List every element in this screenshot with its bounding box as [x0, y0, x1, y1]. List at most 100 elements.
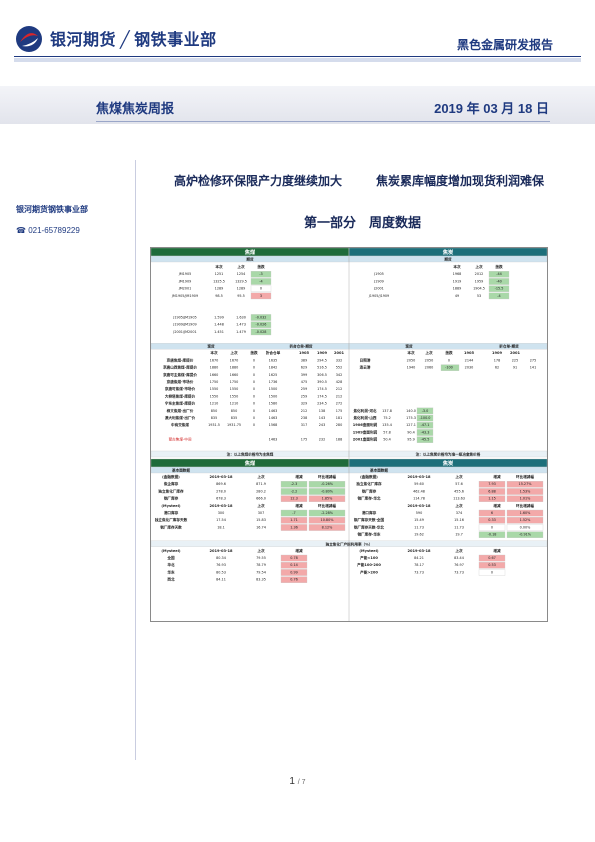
table-cell-text: 78.79	[256, 563, 266, 567]
table-cell-text: 278.0	[216, 489, 226, 493]
change-cell	[280, 569, 308, 576]
table-cell-text: 0.99	[290, 570, 298, 574]
change-cell	[280, 517, 308, 524]
table-cell-text: 1880	[210, 366, 219, 370]
table-cell-text: 上次	[455, 474, 463, 479]
table-cell-text: 19.62	[414, 533, 424, 537]
table-cell-text: 钢厂库存	[164, 496, 179, 501]
table-cell-text: -3	[259, 272, 262, 276]
table-cell-text: -45.5	[421, 438, 430, 442]
change-cell	[506, 531, 544, 538]
table-cell-text: 8.12%	[322, 525, 334, 529]
table-cell-text: 本次	[209, 350, 218, 355]
change-cell	[488, 285, 510, 292]
table-cell-text: 84.21	[414, 556, 424, 560]
table-cell-text: 连云港	[359, 365, 371, 370]
change-cell	[280, 524, 308, 531]
table-cell-text: 516.5	[317, 366, 327, 370]
table-cell-text: 1919	[453, 279, 462, 283]
change-cell	[280, 481, 308, 488]
table-cell-text: 钢厂库存天数-全国	[354, 517, 385, 522]
table-cell-text: -0.26%	[321, 482, 334, 486]
sidebar-divider	[135, 160, 136, 760]
table-cell-text: 12.3	[290, 497, 298, 501]
table-cell-text: 475	[301, 380, 307, 384]
table-cell-text: 1905	[464, 351, 475, 355]
table-cell-text: 本次	[406, 350, 415, 355]
table-cell-text: 300	[218, 511, 224, 515]
table-cell-text: 1.451	[214, 330, 224, 334]
change-cell	[506, 524, 544, 531]
table-cell-text: 全国	[166, 555, 175, 560]
table-cell-text: -3.0	[422, 409, 429, 413]
change-cell	[250, 278, 272, 285]
change-cell	[488, 271, 510, 278]
table-cell-text: 独立焦化厂库存	[157, 488, 184, 493]
table-cell-text: 本次	[214, 264, 223, 269]
change-cell	[308, 481, 346, 488]
table-cell-text: 174.5	[317, 387, 327, 391]
headline-right: 焦炭累库幅度增加现货利润难保	[376, 174, 545, 188]
table-cell-text: 50.4	[383, 438, 391, 442]
table-cell-text: 0	[253, 373, 255, 377]
table-cell-text: 59.60	[414, 482, 424, 486]
table-cell-text: 京唐可主焦煤-库提价	[163, 372, 197, 377]
table-cell-text: 1463	[269, 438, 278, 442]
table-cell-text: 涨跌	[495, 264, 503, 269]
table-cell-text: 57.6	[455, 482, 463, 486]
table-cell-text: 225	[512, 358, 518, 362]
table-cell-text: 2012	[475, 272, 484, 276]
table-cell-text: J2001/JM2001	[172, 330, 196, 334]
galaxy-logo-icon	[16, 26, 42, 52]
table-cell-text: 1580	[269, 402, 278, 406]
table-cell-text: 175	[336, 409, 342, 413]
table-cell-text: 294.5	[317, 358, 327, 362]
report-type: 黑色金属研发报告	[456, 38, 553, 52]
table-cell-text: 73.73	[414, 570, 424, 574]
table-cell-text: 462.48	[413, 489, 425, 493]
table-cell-text: -0.028	[256, 330, 267, 334]
table-cell-text: 1251	[215, 272, 224, 276]
table-cell-text: 1325.5	[213, 279, 225, 283]
table-cell-text: 835	[231, 416, 237, 420]
table-cell-text: 181	[336, 416, 342, 420]
table-cell-text: -0.026	[256, 323, 267, 327]
table-cell-text: 1.479	[236, 330, 246, 334]
table-cell-text: 275	[530, 358, 536, 362]
table-cell-text: 增减	[493, 548, 501, 553]
table-cell-text: 大柳塔焦煤-库提价	[165, 393, 196, 398]
table-cell-text: 76.97	[454, 563, 464, 567]
table-cell-text: 850	[211, 409, 217, 413]
table-cell-text: 1931.75	[227, 423, 241, 427]
table-cell-text: 259	[301, 387, 307, 391]
table-cell-text: 1909盘面利润	[353, 429, 378, 434]
table-cell-text: 390.5	[317, 380, 327, 384]
table-cell-text: 590	[416, 511, 422, 515]
table-cell-text: 1550	[230, 387, 239, 391]
table-cell-text: 1736	[269, 380, 278, 384]
table-cell-text: -0.18	[488, 533, 497, 537]
table-cell-text: 98.5	[215, 294, 223, 298]
table-cell-text: 329	[301, 402, 307, 406]
table-cell-text: (Mysteel)	[161, 549, 181, 553]
table-cell-text: 306.5	[317, 373, 327, 377]
futures-label: 期货	[443, 257, 452, 262]
table-cell-text: 0.76	[290, 578, 298, 582]
table-cell-text: 港口库存	[164, 510, 179, 515]
table-cell-text: 独立焦化厂库存天数	[154, 517, 188, 522]
table-cell-text: 178	[494, 358, 500, 362]
table-cell-text: 212	[301, 409, 307, 413]
table-cell-text: 7.93	[488, 482, 496, 486]
table-cell-text: 涨跌	[445, 350, 453, 355]
table-cell-text: 15.49	[414, 518, 424, 522]
table-cell-text: 港口库存	[362, 510, 377, 515]
table-cell-text: 西北	[167, 577, 175, 582]
table-cell-text: 2001	[334, 351, 345, 355]
change-cell	[478, 524, 506, 531]
table-cell-text: 0	[253, 394, 255, 398]
table-cell-text: -100	[445, 366, 453, 370]
table-cell-text: 280.2	[256, 489, 266, 493]
table-cell-text: 1.630	[236, 315, 246, 319]
table-cell-text: 113.63	[453, 497, 465, 501]
table-cell-text: 0	[260, 287, 262, 291]
